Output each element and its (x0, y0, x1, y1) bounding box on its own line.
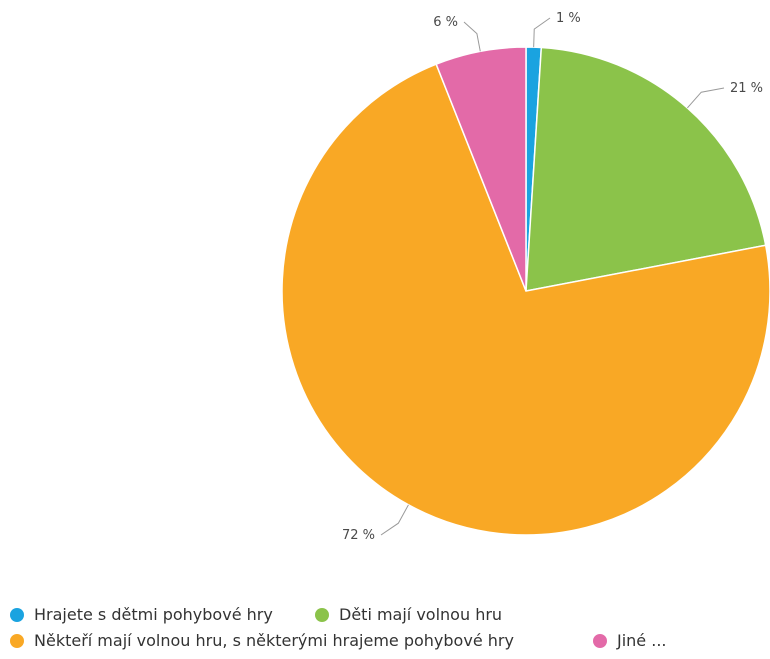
legend-label-2: Někteří mají volnou hru, s některými hra… (34, 631, 514, 650)
pie-chart: 1 % 21 % 72 % 6 % (281, 11, 770, 543)
leader-line-0 (533, 17, 551, 48)
legend-swatch-2 (10, 633, 24, 648)
data-label-2: 72 % (342, 528, 375, 543)
legend-item-2[interactable]: Někteří mají volnou hru, s některými hra… (10, 631, 514, 650)
leader-line-3 (463, 21, 481, 52)
pie-slice-3[interactable] (435, 46, 527, 292)
pie-slice-2[interactable] (281, 63, 770, 536)
pie-slice-1[interactable] (525, 46, 767, 292)
legend-item-3[interactable]: Jiné ... (593, 631, 667, 650)
legend-item-0[interactable]: Hrajete s dětmi pohybové hry (10, 605, 273, 624)
legend-label-0: Hrajete s dětmi pohybové hry (34, 605, 273, 624)
leader-line-2 (380, 504, 409, 536)
legend-swatch-1 (315, 607, 329, 622)
data-label-1: 21 % (730, 81, 763, 96)
legend-swatch-3 (593, 633, 607, 648)
data-label-3: 6 % (433, 15, 458, 30)
legend-item-1[interactable]: Děti mají volnou hru (315, 605, 502, 624)
legend-label-1: Děti mají volnou hru (339, 605, 503, 624)
legend-swatch-0 (10, 607, 24, 622)
legend-label-3: Jiné ... (617, 631, 667, 650)
leader-line-1 (686, 87, 725, 109)
data-label-0: 1 % (556, 11, 581, 26)
